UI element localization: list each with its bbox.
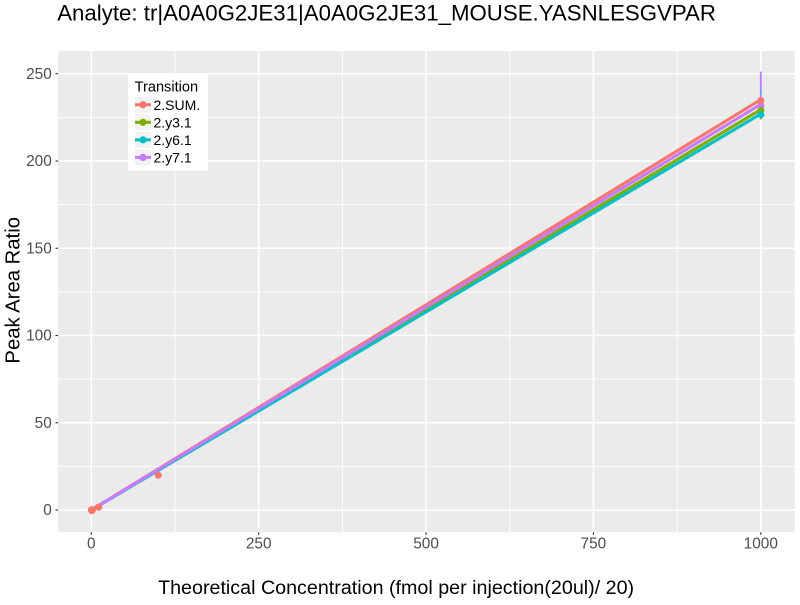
svg-text:750: 750: [581, 536, 607, 553]
svg-text:2.y7.1: 2.y7.1: [154, 149, 192, 165]
svg-text:250: 250: [26, 66, 52, 83]
svg-text:2.y6.1: 2.y6.1: [154, 132, 192, 148]
svg-text:250: 250: [246, 536, 272, 553]
svg-text:500: 500: [413, 536, 439, 553]
svg-text:Transition: Transition: [135, 79, 199, 95]
svg-text:Peak Area Ratio: Peak Area Ratio: [3, 217, 25, 364]
svg-text:50: 50: [35, 415, 52, 432]
svg-text:100: 100: [26, 328, 52, 345]
svg-text:200: 200: [26, 153, 52, 170]
svg-text:0: 0: [87, 536, 96, 553]
svg-text:2.SUM.: 2.SUM.: [154, 97, 201, 113]
svg-text:Analyte: tr|A0A0G2JE31|A0A0G2J: Analyte: tr|A0A0G2JE31|A0A0G2JE31_MOUSE.…: [57, 0, 716, 25]
svg-text:Theoretical Concentration (fmo: Theoretical Concentration (fmol per inje…: [158, 577, 634, 599]
svg-text:2.y3.1: 2.y3.1: [154, 114, 192, 130]
svg-text:1000: 1000: [744, 536, 778, 553]
svg-text:150: 150: [26, 240, 52, 257]
svg-text:0: 0: [43, 502, 52, 519]
